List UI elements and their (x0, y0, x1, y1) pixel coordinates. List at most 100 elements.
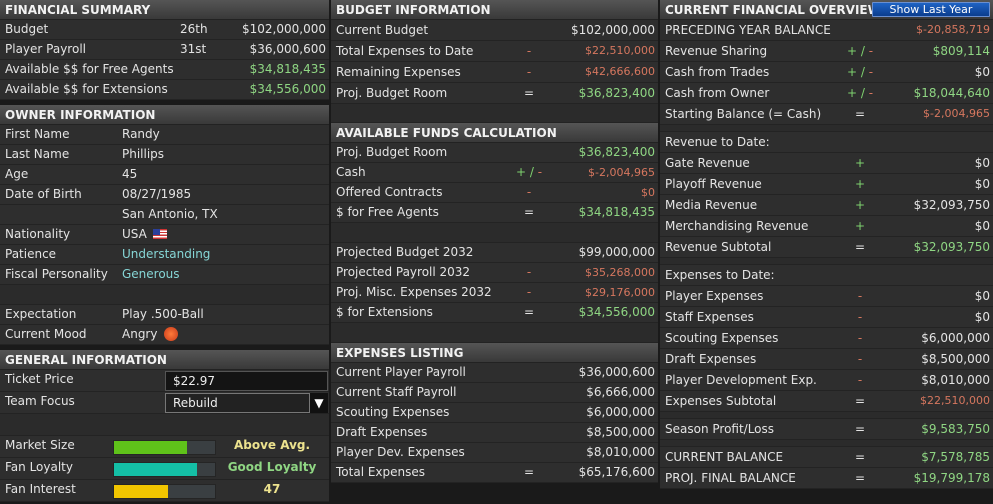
row-label: Proj. Misc. Expenses 2032 (336, 285, 492, 299)
general-information-header: GENERAL INFORMATION (0, 350, 329, 370)
row-value: $6,000,000 (586, 405, 655, 419)
row-label: Current Player Payroll (336, 365, 466, 379)
row-value: $36,823,400 (578, 145, 655, 159)
row-label: Current Budget (336, 23, 429, 37)
fan-interest-fill (114, 485, 168, 498)
row-operator: + / - (846, 65, 874, 79)
chevron-down-icon[interactable]: ▼ (310, 393, 328, 413)
owner-dob: 08/27/1985 (122, 187, 192, 201)
owner-nationality-row: Nationality USA (0, 225, 329, 245)
label: Last Name (5, 147, 70, 161)
financial-summary-list: Budget 26th $102,000,000 Player Payroll 31st… (0, 20, 329, 100)
financial-overview-row: Draft Expenses - $8,500,000 (660, 349, 993, 370)
row-rank: 31st (180, 42, 207, 56)
row-operator: + / - (846, 44, 874, 58)
label: Team Focus (5, 394, 75, 408)
row-value: $34,556,000 (578, 305, 655, 319)
row-label: Gate Revenue (665, 156, 750, 170)
ticket-price-row: Ticket Price $22.97 (0, 370, 329, 392)
row-value: $32,093,750 (913, 198, 990, 212)
row-value: $8,010,000 (921, 373, 990, 387)
available-funds-row: $ for Extensions = $34,556,000 (331, 303, 658, 323)
label: Market Size (5, 438, 75, 452)
blank-row (0, 285, 329, 305)
financial-overview-row: CURRENT BALANCE = $7,578,785 (660, 447, 993, 468)
row-operator: = (523, 205, 535, 219)
row-operator: = (854, 394, 866, 408)
expenses-listing-row: Player Dev. Expenses $8,010,000 (331, 443, 658, 463)
budget-information-list: Current Budget $102,000,000 Total Expenses… (331, 20, 658, 104)
row-label: PRECEDING YEAR BALANCE (665, 23, 831, 37)
row-label: Revenue Sharing (665, 44, 768, 58)
blank-row (660, 258, 993, 265)
row-value: $9,583,750 (921, 422, 990, 436)
row-value: $36,000,600 (578, 365, 655, 379)
current-financial-overview-header: CURRENT FINANCIAL OVERVIEW Show Last Year (660, 0, 993, 20)
owner-age-row: Age 45 (0, 165, 329, 185)
label: Current Mood (5, 327, 87, 341)
row-operator: - (857, 331, 863, 345)
financial-overview-row: PRECEDING YEAR BALANCE $-20,858,719 (660, 20, 993, 41)
financial-overview-row: Cash from Trades + / - $0 (660, 62, 993, 83)
owner-age: 45 (122, 167, 138, 181)
row-operator: = (523, 86, 535, 100)
row-value: $0 (641, 186, 655, 199)
middle-column: BUDGET INFORMATION Current Budget $102,00… (331, 0, 658, 483)
row-value: $34,818,435 (249, 62, 326, 76)
blank-row (331, 323, 658, 343)
owner-nationality: USA (122, 227, 147, 241)
row-label: Starting Balance (= Cash) (665, 107, 822, 121)
row-label: Expenses to Date: (665, 268, 775, 282)
angry-face-icon (164, 327, 179, 341)
row-value: $0 (974, 310, 990, 324)
row-value: $6,666,000 (586, 385, 655, 399)
owner-patience: Understanding (122, 247, 211, 261)
row-label: Staff Expenses (665, 310, 754, 324)
blank-row (331, 223, 658, 243)
row-label: Scouting Expenses (665, 331, 779, 345)
row-operator: + / - (515, 165, 543, 179)
row-value: $0 (974, 289, 990, 303)
row-operator: - (857, 352, 863, 366)
row-label: CURRENT BALANCE (665, 450, 784, 464)
row-operator: = (523, 305, 535, 319)
owner-patience-row: Patience Understanding (0, 245, 329, 265)
ticket-price-input[interactable]: $22.97 (165, 371, 328, 391)
available-funds-row: Cash + / - $-2,004,965 (331, 163, 658, 183)
financial-overview-row: Gate Revenue + $0 (660, 153, 993, 174)
financial-summary-row: Available $$ for Extensions $34,556,000 (0, 80, 329, 100)
show-last-year-button[interactable]: Show Last Year (872, 2, 990, 17)
row-label: Total Expenses to Date (336, 44, 474, 58)
label: Fiscal Personality (5, 267, 108, 281)
financial-overview-row: Revenue Subtotal = $32,093,750 (660, 237, 993, 258)
row-value: $22,510,000 (585, 44, 655, 57)
owner-last-name-row: Last Name Phillips (0, 145, 329, 165)
row-label: Available $$ for Extensions (5, 82, 168, 96)
row-value: $6,000,000 (921, 331, 990, 345)
row-value: $-20,858,719 (916, 23, 990, 36)
owner-birthplace: San Antonio, TX (122, 207, 218, 221)
row-operator: = (854, 450, 866, 464)
row-label: Merchandising Revenue (665, 219, 809, 233)
available-funds-row: Projected Budget 2032 $99,000,000 (331, 243, 658, 263)
row-operator: - (857, 373, 863, 387)
row-value: $0 (974, 219, 990, 233)
label: Expectation (5, 307, 77, 321)
owner-expectation: Play .500-Ball (122, 307, 204, 321)
expenses-listing-row: Current Staff Payroll $6,666,000 (331, 383, 658, 403)
row-operator: = (854, 471, 866, 485)
expenses-listing-row: Current Player Payroll $36,000,600 (331, 363, 658, 383)
row-value: $-2,004,965 (588, 166, 655, 179)
team-focus-select[interactable]: Rebuild (165, 393, 310, 413)
row-label: Player Dev. Expenses (336, 445, 465, 459)
row-label: Proj. Budget Room (336, 86, 448, 100)
row-operator: - (526, 185, 532, 199)
expenses-listing-row: Scouting Expenses $6,000,000 (331, 403, 658, 423)
financial-overview-row: Starting Balance (= Cash) = $-2,004,965 (660, 104, 993, 125)
owner-mood: Angry (122, 327, 158, 341)
row-label: Available $$ for Free Agents (5, 62, 174, 76)
label: Ticket Price (5, 372, 74, 386)
available-funds-row: Offered Contracts - $0 (331, 183, 658, 203)
fan-loyalty-fill (114, 463, 197, 476)
us-flag-icon (152, 229, 167, 239)
